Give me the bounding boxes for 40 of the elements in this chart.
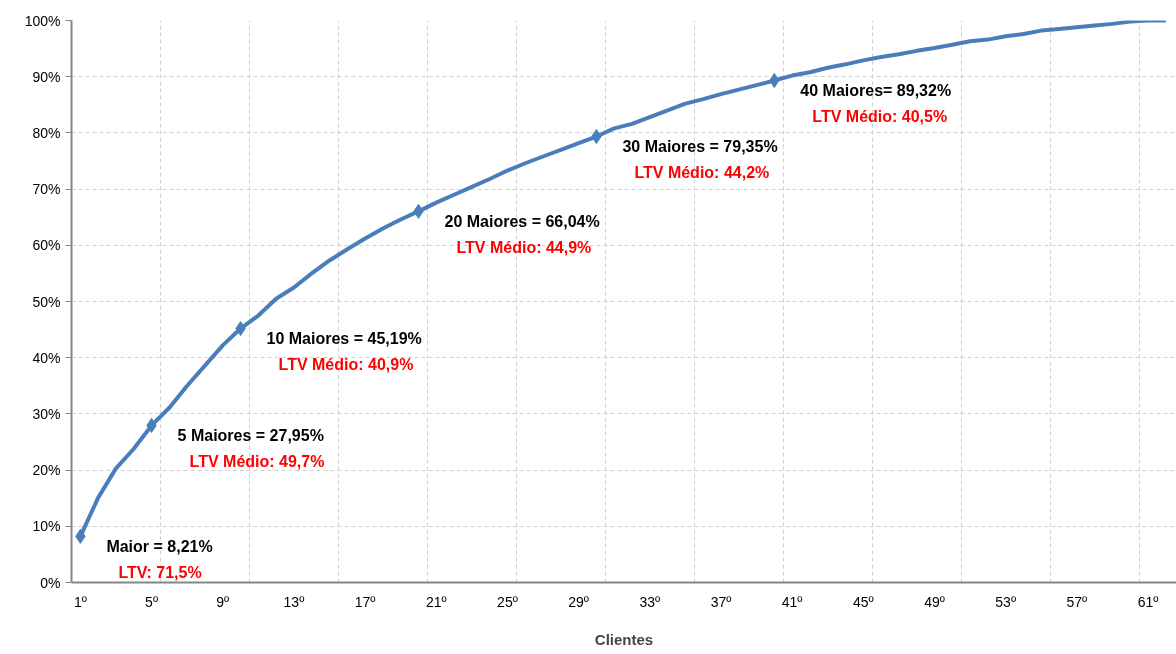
annotation: LTV Médio: 49,7%: [189, 452, 325, 470]
y-tick-label: 0%: [40, 574, 61, 591]
annotation: 10 Maiores = 45,19%: [266, 330, 422, 348]
x-tick-label: 57º: [1066, 593, 1088, 610]
annotation: LTV Médio: 44,9%: [456, 238, 592, 256]
y-tick-label: 60%: [32, 237, 61, 254]
x-tick-label: 33º: [639, 593, 661, 610]
x-tick-label: 9º: [216, 593, 230, 610]
annotation: LTV Médio: 40,9%: [278, 356, 414, 374]
x-tick-label: 13º: [283, 593, 305, 610]
x-tick-label: 41º: [781, 593, 803, 610]
x-tick-label: 17º: [354, 593, 376, 610]
y-tick-label: 10%: [32, 518, 61, 535]
annotation: 40 Maiores= 89,32%: [800, 82, 952, 100]
x-tick-label: 25º: [497, 593, 518, 610]
annotation: Maior = 8,21%: [106, 537, 213, 555]
y-tick-label: 20%: [32, 462, 61, 479]
y-tick-label: 100%: [24, 12, 61, 29]
y-tick-label: 50%: [32, 293, 61, 310]
x-tick-label: 61º: [1137, 593, 1159, 610]
x-tick-label: 53º: [995, 593, 1017, 610]
x-tick-label: 49º: [924, 593, 945, 610]
annotation: 5 Maiores = 27,95%: [177, 426, 324, 444]
y-tick-label: 90%: [32, 68, 61, 85]
x-tick-label: 1º: [73, 593, 87, 610]
x-tick-label: 45º: [852, 593, 874, 610]
y-tick-label: 40%: [32, 349, 61, 366]
annotation: LTV Médio: 40,5%: [812, 108, 948, 126]
x-tick-label: 21º: [425, 593, 447, 610]
annotation: 20 Maiores = 66,04%: [444, 212, 600, 230]
y-tick-label: 80%: [32, 124, 61, 141]
annotation: LTV: 71,5%: [118, 563, 202, 581]
x-tick-label: 37º: [710, 593, 732, 610]
x-tick-label: 5º: [145, 593, 159, 610]
y-tick-label: 70%: [32, 181, 61, 198]
x-tick-label: 29º: [568, 593, 589, 610]
annotation: LTV Médio: 44,2%: [634, 164, 770, 182]
x-axis-title: Clientes: [594, 630, 654, 648]
y-tick-label: 30%: [32, 405, 61, 422]
annotation: 30 Maiores = 79,35%: [622, 138, 778, 156]
